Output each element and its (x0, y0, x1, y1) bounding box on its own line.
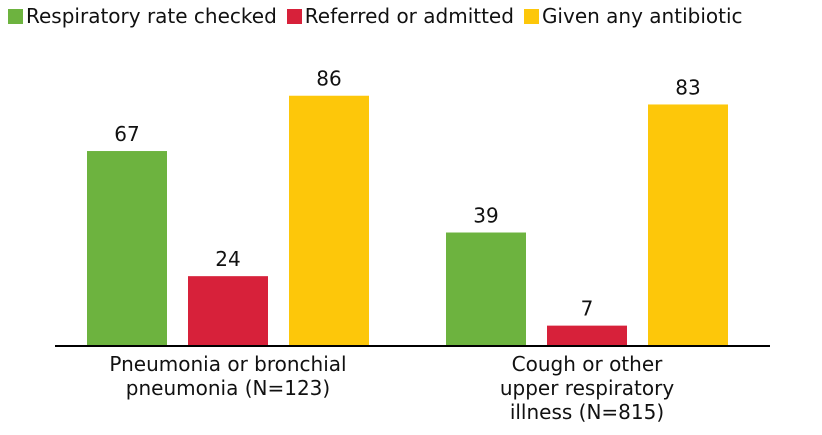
bar (289, 95, 369, 347)
value-label: 7 (581, 297, 594, 321)
value-label: 83 (675, 75, 700, 99)
bar (446, 232, 526, 346)
value-label: 24 (215, 247, 240, 271)
legend-swatch (8, 8, 23, 24)
legend-swatch (523, 8, 539, 24)
value-label: 39 (473, 204, 498, 228)
bar (648, 104, 728, 346)
legend-swatch (286, 8, 302, 24)
legend-label: Given any antibiotic (541, 4, 743, 28)
legend-item: Respiratory rate checked (8, 4, 277, 28)
legend-label: Respiratory rate checked (26, 4, 277, 28)
bar (87, 151, 167, 346)
x-tick-label: Cough or other upper respiratory illness… (499, 352, 675, 424)
legend: Respiratory rate checked Referred or admi… (8, 4, 743, 28)
x-tick-label: Pneumonia or bronchial pneumonia (N=123) (109, 352, 347, 400)
legend-item: Referred or admitted (286, 4, 514, 28)
legend-item: Given any antibiotic (523, 4, 743, 28)
bar (547, 325, 627, 346)
legend-label: Referred or admitted (304, 4, 514, 28)
bar (188, 276, 268, 346)
value-label: 67 (114, 122, 139, 146)
value-label: 86 (316, 67, 341, 91)
